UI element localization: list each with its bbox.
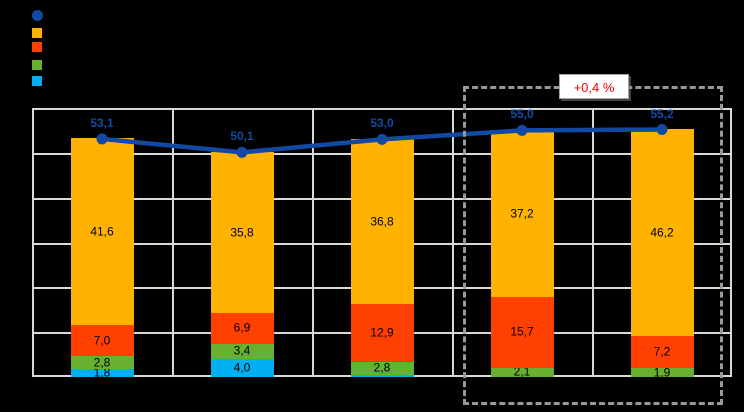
bar-segment-green-segment-cat3 [350,362,414,375]
bar-value-label: 12,9 [370,325,394,340]
bar-value-label: 3,4 [233,343,251,358]
legend-item-green-series [32,57,42,75]
bar-value-label: 2,8 [93,355,111,370]
bar-segment-orange-segment-cat1 [70,138,134,325]
cyan-series-legend-square-icon [32,75,42,86]
line-marker-icon [516,124,528,136]
bar-value-label: 1,8 [93,365,111,380]
line-value-label: 53,1 [90,115,114,130]
bar-value-label: 7,0 [93,333,111,348]
gridline-vertical [32,108,34,377]
red-series-legend-square-icon [32,42,42,52]
gridline-vertical [172,108,174,377]
bar-value-label: 35,8 [230,225,254,240]
line-marker-icon [96,133,108,145]
green-series-legend-square-icon [32,59,42,70]
bar-value-label: 1,9 [653,365,671,380]
orange-series-legend-square-icon [32,27,42,38]
bar-value-label: 2,1 [513,364,531,379]
bar-segment-green-segment-cat5 [630,368,694,377]
bar-segment-orange-segment-cat4 [490,130,554,298]
line-value-label: 55,0 [510,107,534,122]
legend-item-orange-series [32,25,42,43]
line-marker-icon [236,146,248,158]
gridline-vertical [312,108,314,377]
line-value-label: 50,1 [230,129,254,144]
bar-segment-red-segment-cat1 [70,324,134,357]
line-marker-icon [376,133,388,145]
bar-segment-orange-segment-cat5 [630,129,694,337]
gridline-vertical [452,108,454,377]
bar-value-label: 41,6 [90,224,114,239]
bar-segment-red-segment-cat2 [210,312,274,344]
bar-value-label: 4,0 [233,360,251,375]
line-total-series-legend-circle-icon [32,10,43,21]
bar-segment-red-segment-cat5 [630,336,694,369]
bar-value-label: 2,8 [373,360,391,375]
bar-segment-cyan-segment-cat1 [70,368,134,377]
gridline-horizontal [32,108,732,110]
bar-segment-green-segment-cat4 [490,367,554,377]
bar-value-label: 7,2 [653,344,671,359]
bar-segment-cyan-segment-cat3 [350,374,414,377]
line-value-label: 53,0 [370,116,394,131]
bar-segment-orange-segment-cat2 [210,152,274,313]
bar-segment-orange-segment-cat3 [350,139,414,305]
bar-segment-red-segment-cat3 [350,304,414,363]
bar-value-label: 6,9 [233,320,251,335]
bar-segment-cyan-segment-cat2 [210,359,274,377]
legend-item-red-series [32,39,42,57]
bar-segment-green-segment-cat2 [210,343,274,360]
bar-value-label: 46,2 [650,225,674,240]
growth-annotation: +0,4 % [559,74,629,99]
line-marker-icon [656,124,668,136]
plot-area: 1,8 2,8 7,0 41,6 4,0 3,4 6,9 35,8 2,8 12,9 36,8 2,1… [32,106,732,380]
line-value-label: 55,2 [650,106,674,121]
bar-segment-red-segment-cat4 [490,297,554,368]
bar-segment-green-segment-cat1 [70,356,134,369]
legend-item-cyan-series [32,73,42,91]
gridline-vertical [730,108,732,377]
total-line [96,124,668,158]
legend-item-line-total-series [32,8,43,26]
bar-value-label: 15,7 [510,324,534,339]
bar-value-label: 37,2 [510,206,534,221]
bar-value-label: 36,8 [370,214,394,229]
gridline-vertical [592,108,594,377]
